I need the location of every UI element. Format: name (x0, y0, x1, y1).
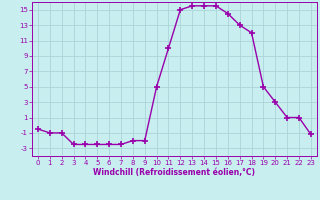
X-axis label: Windchill (Refroidissement éolien,°C): Windchill (Refroidissement éolien,°C) (93, 168, 255, 177)
